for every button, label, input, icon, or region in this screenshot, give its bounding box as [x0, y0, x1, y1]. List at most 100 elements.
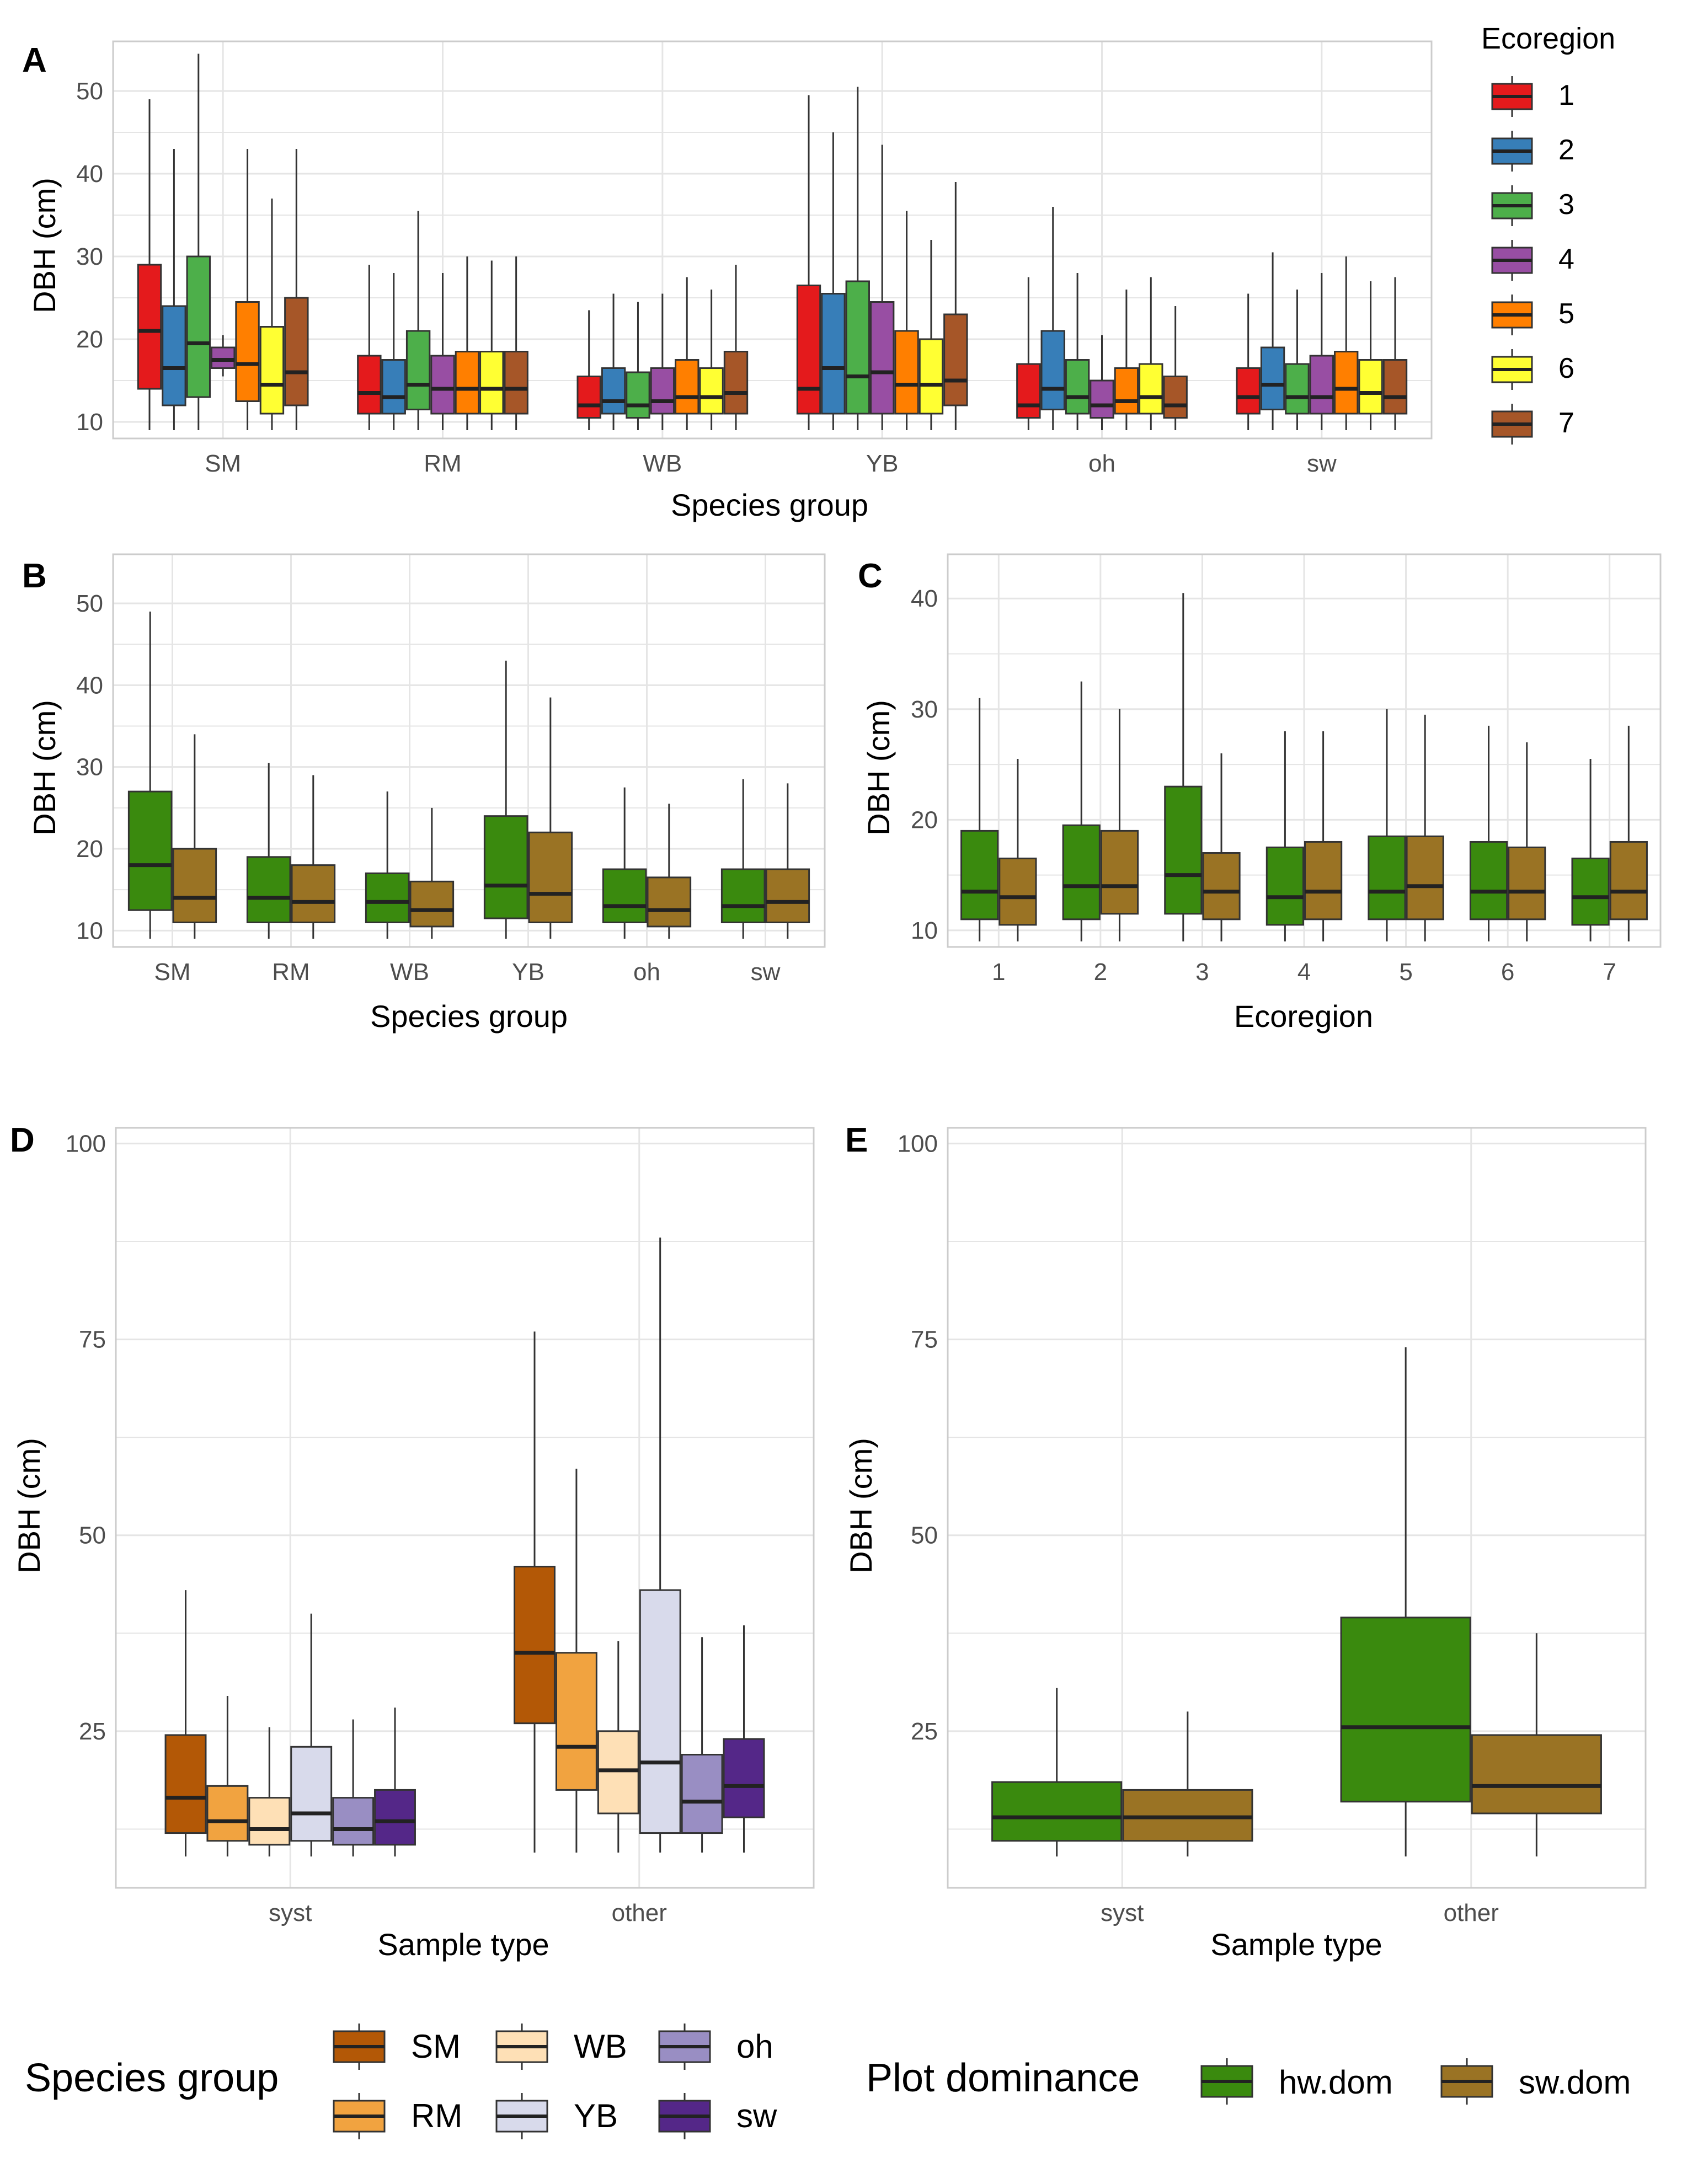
panel-a-box	[796, 95, 821, 430]
panel-d-box-body	[332, 1797, 375, 1846]
panel-b-box-body	[647, 876, 692, 928]
panel-d-box	[681, 1637, 723, 1853]
ecoregion-legend-key	[1491, 240, 1533, 281]
panel-a-box	[894, 211, 919, 430]
panel-d-box	[597, 1641, 639, 1853]
panel-d-label: D	[10, 1121, 35, 1159]
panel-a-box-body	[1260, 346, 1285, 410]
panel-b: B Species group DBH (cm) 10 20 30 40 50 SM RM W…	[22, 553, 826, 1034]
panel-c-x-tick-label: 3	[1195, 959, 1209, 986]
panel-a-border	[112, 40, 1433, 440]
panel-b-y-tick-label: 10	[76, 917, 103, 944]
panel-a-box	[1309, 273, 1334, 430]
panel-b-box-body	[409, 880, 455, 928]
panel-d-y-tick-label: 75	[79, 1326, 106, 1353]
panel-a-box	[1090, 335, 1114, 430]
panel-e-box	[1340, 1347, 1471, 1857]
panel-b-box-body	[720, 868, 766, 924]
panel-c-box	[1265, 731, 1304, 941]
panel-a-box	[699, 290, 724, 430]
panel-d-box	[639, 1237, 681, 1853]
panel-a-box	[162, 149, 186, 430]
panel-d-box-body	[681, 1753, 723, 1834]
panel-e-x-tick-label: other	[1444, 1899, 1499, 1926]
ecoregion-legend-key	[1491, 131, 1533, 172]
panel-a-box-body	[357, 355, 382, 415]
panel-a-box-body	[479, 351, 504, 415]
panel-e-box-body	[1471, 1734, 1602, 1814]
panel-d-y-tick-label: 50	[79, 1522, 106, 1549]
panel-e-box	[1122, 1711, 1253, 1857]
ecoregion-legend-key	[1491, 76, 1533, 117]
panel-c-grid	[948, 554, 1660, 947]
panel-a-box-body	[381, 359, 406, 415]
panel-c: C Ecoregion DBH (cm) 10 20 30 40 1 2 3 4 5 6 7	[858, 553, 1662, 1034]
species-legend-key	[495, 2024, 548, 2070]
panel-e-x-tick-label: syst	[1101, 1899, 1144, 1926]
panel-a-box	[455, 256, 480, 430]
species-legend-key	[658, 2024, 711, 2070]
panel-a-y-tick-label: 40	[76, 160, 103, 188]
panel-b-box-body	[528, 831, 573, 924]
panel-a-box	[259, 199, 285, 430]
species-legend-key	[495, 2093, 548, 2139]
panel-a-y-tick-label: 20	[76, 326, 103, 353]
panel-b-box	[172, 734, 217, 939]
panel-b-box	[365, 791, 410, 939]
panel-a-box	[626, 302, 650, 430]
panel-a-box	[821, 132, 846, 430]
panel-a-box-body	[650, 367, 675, 415]
panel-d-x-title: Sample type	[377, 1927, 549, 1962]
species-legend-label: sw	[736, 2097, 777, 2134]
panel-d-box-body	[164, 1734, 207, 1834]
panel-b-border	[112, 553, 826, 948]
panel-a-box-body	[1016, 363, 1041, 419]
panel-a-box-body	[210, 346, 236, 369]
panel-c-x-tick-label: 4	[1297, 959, 1311, 986]
panel-a-box	[675, 277, 700, 430]
panel-e-box	[1471, 1633, 1602, 1857]
ecoregion-legend-label: 1	[1558, 79, 1574, 111]
panel-a-box	[1358, 281, 1383, 430]
panel-c-box-body	[960, 829, 999, 920]
panel-d-box	[332, 1719, 375, 1857]
panel-a-box	[504, 256, 528, 430]
panel-a-box	[1114, 290, 1139, 430]
panel-b-label: B	[22, 557, 47, 595]
panel-b-x-tick-label: sw	[751, 959, 781, 986]
panel-e-box-body	[1122, 1789, 1253, 1842]
panel-a-box	[1236, 293, 1261, 430]
panel-a-box-body	[455, 351, 480, 415]
ecoregion-legend-label: 2	[1558, 134, 1574, 166]
panel-c-box-body	[1304, 841, 1343, 920]
panel-a-box-body	[1065, 359, 1090, 415]
panel-c-x-tick-label: 2	[1094, 959, 1107, 986]
panel-d-box-body	[374, 1789, 416, 1846]
panel-e-box-body	[991, 1781, 1123, 1842]
panel-d-box-body	[290, 1746, 333, 1842]
panel-a-box-body	[601, 367, 626, 415]
panel-d-y-tick-label: 100	[66, 1130, 106, 1157]
panel-a-box	[430, 273, 455, 430]
panel-e-y-title: DBH (cm)	[843, 1438, 878, 1573]
dominance-legend-label: hw.dom	[1279, 2064, 1393, 2101]
panel-c-box	[1508, 742, 1546, 941]
panel-a-box-body	[1139, 363, 1163, 415]
species-legend-key	[333, 2024, 386, 2070]
panel-a-box-body	[821, 293, 846, 415]
panel-e: E Sample type DBH (cm) 25 50 75 100 syst othe…	[843, 1121, 1647, 1962]
panel-c-box-body	[998, 858, 1037, 926]
panel-a-box	[601, 293, 626, 430]
panel-e-border	[947, 1127, 1647, 1889]
panel-a-x-tick-label: SM	[205, 450, 241, 477]
panel-a-box	[1334, 256, 1359, 430]
panel-a-box-body	[405, 330, 431, 410]
panel-e-grid	[948, 1128, 1646, 1888]
panel-a-box-body	[723, 351, 749, 415]
panel-b-box-body	[602, 868, 647, 924]
panel-b-box-body	[172, 848, 217, 923]
panel-a-box	[1382, 277, 1408, 430]
panel-c-box	[1609, 725, 1648, 941]
panel-a-box-body	[894, 330, 919, 415]
panel-a-box	[845, 87, 870, 430]
